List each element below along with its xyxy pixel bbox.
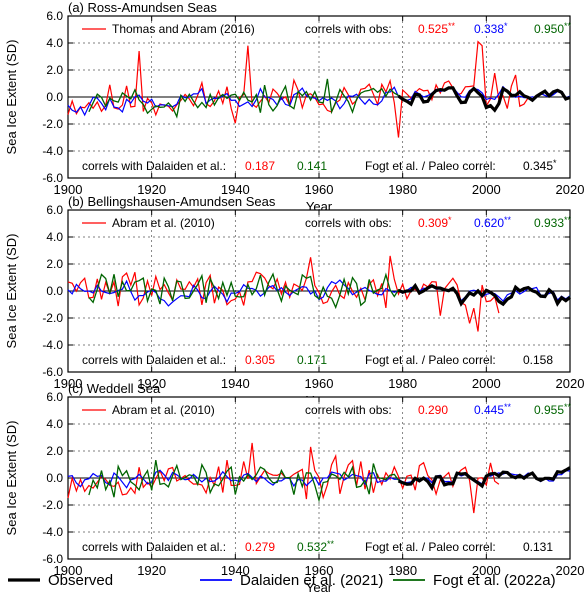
x-tick-label: 1900	[54, 563, 83, 578]
x-tick-label: 1900	[54, 376, 83, 391]
y-tick-label: 2.0	[46, 63, 63, 77]
dal-correl-value: 0.187	[245, 159, 275, 173]
x-tick-label: 1920	[137, 563, 166, 578]
series-observed-line	[397, 466, 571, 492]
obs-correl-value: 0.290	[418, 403, 448, 417]
x-tick-label: 1940	[221, 376, 250, 391]
series-observed-line	[397, 282, 571, 307]
fogt-paleo-value: 0.345*	[523, 158, 557, 173]
y-axis-label: Sea Ice Extent (SD)	[4, 234, 19, 349]
y-tick-label: -2.0	[42, 311, 63, 325]
y-tick-label: 0.0	[46, 90, 63, 104]
panel-1: 1900 1920 1940 1960 1980 2000 2020 6.0 4.0 2.0 0.0…	[4, 0, 584, 214]
fogt-paleo-value: 0.131	[523, 540, 553, 554]
y-tick-label: -6.0	[42, 365, 63, 379]
y-tick-label: -4.0	[42, 525, 63, 539]
dal-correl-value: 0.141	[297, 159, 327, 173]
x-tick-label: 1940	[221, 182, 250, 197]
y-tick-label: 4.0	[46, 36, 63, 50]
legend-observed-label: Observed	[48, 572, 113, 589]
legend-dalaiden-label: Dalaiden et al. (2021)	[240, 572, 383, 589]
x-tick-label: 2020	[556, 376, 585, 391]
dal-correls-label: correls with Dalaiden et al.:	[82, 353, 226, 367]
panel-3: 1900 1920 1940 1960 1980 2000 2020 6.0 4.0 2.0 0.0…	[4, 381, 584, 595]
paleo-legend-label: Abram et al. (2010)	[112, 403, 215, 417]
x-tick-label: 1980	[388, 376, 417, 391]
y-tick-label: 6.0	[46, 9, 63, 23]
x-tick-label: 1940	[221, 563, 250, 578]
obs-correl-value: 0.445**	[474, 402, 512, 417]
x-tick-label: 2020	[556, 182, 585, 197]
y-tick-label: -4.0	[42, 338, 63, 352]
y-tick-label: 0.0	[46, 284, 63, 298]
x-tick-label: 1900	[54, 182, 83, 197]
x-tick-label: 1960	[305, 182, 334, 197]
paleo-legend-label: Abram et al. (2010)	[112, 216, 215, 230]
fogt-paleo-value: 0.158	[523, 353, 553, 367]
fogt-paleo-label: Fogt et al. / Paleo correl:	[365, 159, 496, 173]
x-tick-label: 1920	[137, 182, 166, 197]
fogt-paleo-label: Fogt et al. / Paleo correl:	[365, 540, 496, 554]
dal-correl-value: 0.279	[245, 540, 275, 554]
y-tick-label: 0.0	[46, 471, 63, 485]
dal-correl-value: 0.171	[297, 353, 327, 367]
series-paleo-line	[67, 442, 500, 514]
series-observed-line	[397, 86, 571, 113]
y-tick-label: -2.0	[42, 117, 63, 131]
x-tick-label: 1960	[305, 563, 334, 578]
x-tick-label: 1980	[388, 182, 417, 197]
dal-correls-label: correls with Dalaiden et al.:	[82, 540, 226, 554]
y-tick-label: 6.0	[46, 203, 63, 217]
y-tick-label: 4.0	[46, 230, 63, 244]
x-tick-label: 2000	[472, 563, 501, 578]
y-axis-label: Sea Ice Extent (SD)	[4, 40, 19, 155]
x-tick-label: 1960	[305, 376, 334, 391]
figure-legend: Observed Dalaiden et al. (2021) Fogt et al…	[8, 572, 556, 589]
y-tick-label: 6.0	[46, 390, 63, 404]
panel-title: (c) Weddell Sea	[68, 381, 161, 396]
x-tick-label: 2000	[472, 182, 501, 197]
series-lines	[67, 442, 571, 514]
obs-correls-label: correls with obs:	[305, 22, 392, 36]
panel-2: 1900 1920 1940 1960 1980 2000 2020 6.0 4.0 2.0 0.0…	[4, 194, 584, 408]
x-axis-label: Year	[306, 580, 333, 595]
y-tick-label: -4.0	[42, 144, 63, 158]
y-axis-label: Sea Ice Extent (SD)	[4, 421, 19, 536]
paleo-legend-label: Thomas and Abram (2016)	[112, 22, 255, 36]
y-tick-label: 2.0	[46, 444, 63, 458]
legend-fogt-label: Fogt et al. (2022a)	[433, 572, 556, 589]
x-tick-label: 1980	[388, 563, 417, 578]
obs-correl-value: 0.955**	[534, 402, 572, 417]
dal-correl-value: 0.305	[245, 353, 275, 367]
obs-correl-value: 0.309*	[418, 215, 452, 230]
obs-correl-value: 0.525**	[418, 21, 456, 36]
obs-correls-label: correls with obs:	[305, 216, 392, 230]
x-tick-label: 2020	[556, 563, 585, 578]
fogt-paleo-label: Fogt et al. / Paleo correl:	[365, 353, 496, 367]
y-tick-label: -2.0	[42, 498, 63, 512]
y-tick-label: -6.0	[42, 171, 63, 185]
obs-correl-value: 0.950**	[534, 21, 572, 36]
grid	[68, 16, 570, 178]
y-tick-label: 4.0	[46, 417, 63, 431]
y-tick-label: -6.0	[42, 552, 63, 566]
obs-correl-value: 0.338*	[474, 21, 508, 36]
panel-title: (b) Bellingshausen-Amundsen Seas	[68, 194, 276, 209]
dal-correl-value: 0.532**	[297, 539, 335, 554]
obs-correl-value: 0.620**	[474, 215, 512, 230]
series-paleo-line	[67, 255, 500, 332]
obs-correls-label: correls with obs:	[305, 403, 392, 417]
x-tick-label: 1920	[137, 376, 166, 391]
series-lines	[67, 40, 571, 138]
x-tick-label: 2000	[472, 376, 501, 391]
panel-title: (a) Ross-Amundsen Seas	[68, 0, 217, 15]
dal-correls-label: correls with Dalaiden et al.:	[82, 159, 226, 173]
y-tick-label: 2.0	[46, 257, 63, 271]
series-lines	[67, 255, 571, 332]
obs-correl-value: 0.933**	[534, 215, 572, 230]
